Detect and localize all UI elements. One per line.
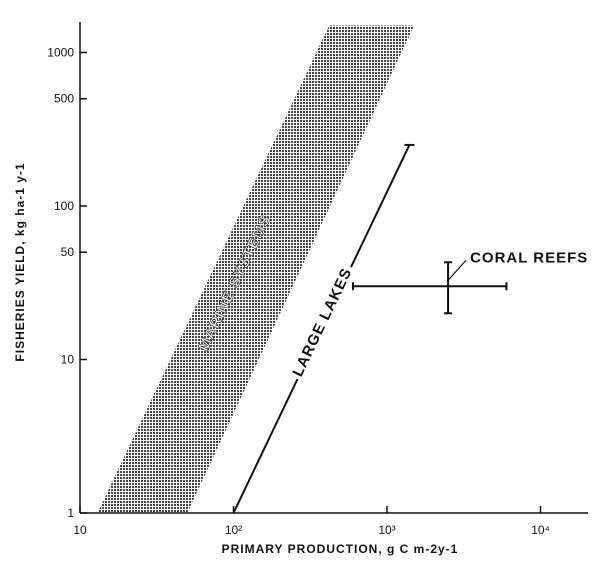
y-tick-label-3: 100 [54, 199, 74, 213]
marine-band-layer [97, 25, 415, 513]
large-lakes-label-bg [284, 260, 356, 382]
coral-reefs-leader [447, 259, 467, 281]
y-tick-label-1: 10 [61, 353, 75, 367]
y-tick-label-5: 1000 [47, 46, 74, 60]
y-tick-label-0: 1 [67, 506, 74, 520]
x-ticks: 10 10² 10³ 10⁴ [73, 506, 550, 537]
coral-reefs-label: CORAL REEFS [470, 249, 588, 266]
y-tick-label-4: 500 [54, 92, 74, 106]
x-axis-title: PRIMARY PRODUCTION, g C m-2y-1 [222, 542, 459, 556]
y-ticks: 1 10 50 100 500 1000 [47, 46, 87, 520]
x-tick-label-2: 10³ [378, 523, 395, 537]
y-axis-title: FISHERIES YIELD, kg ha-1 y-1 [13, 162, 27, 361]
x-tick-label-3: 10⁴ [531, 523, 550, 537]
x-tick-label-0: 10 [73, 523, 87, 537]
x-tick-label-1: 10² [225, 523, 242, 537]
y-tick-label-2: 50 [61, 245, 75, 259]
large-lakes-label: LARGE LAKES [289, 265, 355, 379]
marine-systems-band [97, 25, 415, 513]
